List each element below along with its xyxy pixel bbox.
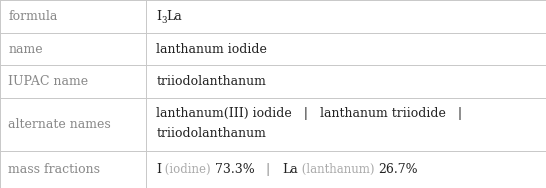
Text: formula: formula (8, 10, 57, 23)
Text: 26.7%: 26.7% (378, 163, 418, 176)
Text: La: La (282, 163, 298, 176)
Text: 3: 3 (161, 16, 167, 25)
Text: 73.3%: 73.3% (215, 163, 254, 176)
Text: triiodolanthanum: triiodolanthanum (156, 75, 266, 88)
Text: La: La (167, 10, 182, 23)
Text: lanthanum(III) iodide   |   lanthanum triiodide   |: lanthanum(III) iodide | lanthanum triiod… (156, 107, 462, 120)
Text: (lanthanum): (lanthanum) (298, 163, 378, 176)
Text: |: | (254, 163, 282, 176)
Text: I: I (156, 10, 161, 23)
Text: alternate names: alternate names (8, 118, 111, 131)
Text: mass fractions: mass fractions (8, 163, 100, 176)
Text: (iodine): (iodine) (161, 163, 215, 176)
Text: lanthanum iodide: lanthanum iodide (156, 43, 267, 56)
Text: IUPAC name: IUPAC name (8, 75, 88, 88)
Text: triiodolanthanum: triiodolanthanum (156, 127, 266, 139)
Text: I: I (156, 163, 161, 176)
Text: name: name (8, 43, 43, 56)
